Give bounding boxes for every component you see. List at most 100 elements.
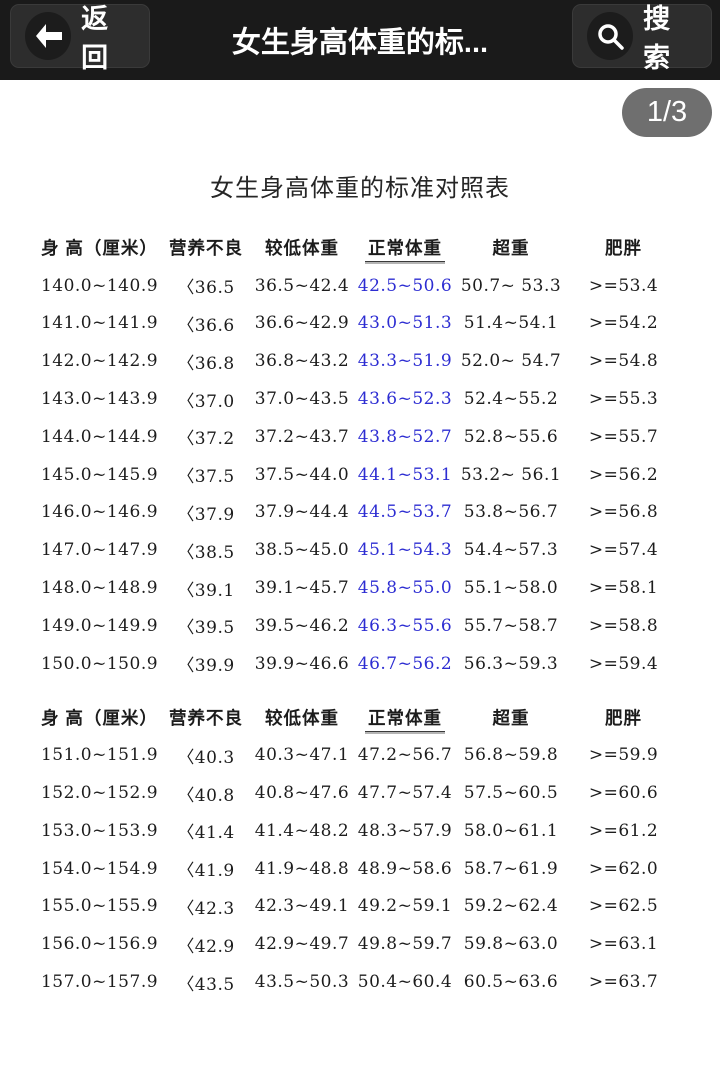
table-cell: 153.0~153.9 [40, 820, 159, 841]
page-title: 女生身高体重的标准对照表 [210, 174, 510, 202]
table-cell: 〈36.6 [177, 315, 235, 336]
table-cell: 36.8~43.2 [254, 351, 350, 372]
table-cell: 43.5~50.3 [254, 972, 350, 993]
table-row: 149.0~149.9 〈39.5 39.5~46.2 46.3~55.6 55.7~5… [40, 607, 684, 645]
table-cell: >=62.0 [588, 858, 659, 879]
table-cell: >=63.7 [588, 972, 659, 993]
table-cell: 59.8~63.0 [463, 934, 559, 955]
table-cell: >=57.4 [588, 540, 659, 561]
table-header-row: 身 高（厘米） 营养不良 较低体重 正常体重 超重 肥胖 [40, 229, 684, 267]
table-cell: 157.0~157.9 [40, 972, 159, 993]
table-cell: 38.5~45.0 [254, 540, 350, 561]
table-cell: 152.0~152.9 [40, 783, 159, 804]
table-cell: 58.7~61.9 [463, 858, 559, 879]
table-cell: 55.7~58.7 [463, 615, 559, 636]
column-header: 身 高（厘米） [41, 238, 158, 259]
table-cell: >=60.6 [588, 783, 659, 804]
table-cell: 151.0~151.9 [40, 745, 159, 766]
table-cell: 144.0~144.9 [40, 426, 159, 447]
table-row: 142.0~142.9 〈36.8 36.8~43.2 43.3~51.9 52.0~ … [40, 342, 684, 380]
table-cell: 39.5~46.2 [254, 615, 350, 636]
table-cell: 36.5~42.4 [254, 275, 350, 296]
table-cell: 59.2~62.4 [463, 896, 559, 917]
top-bar: 返回 女生身高体重的标... 搜索 [0, 0, 720, 80]
table-cell: 〈36.8 [177, 353, 235, 374]
search-button[interactable]: 搜索 [572, 4, 712, 73]
table-cell: >=54.2 [588, 313, 659, 334]
table-cell: 56.8~59.8 [463, 745, 559, 766]
table-cell: 〈39.9 [177, 656, 235, 677]
table-cell: >=58.1 [588, 578, 659, 599]
table-row: 146.0~146.9 〈37.9 37.9~44.4 44.5~53.7 53.8~5… [40, 494, 684, 532]
table-cell: >=56.2 [588, 464, 659, 485]
table-cell: 42.5~50.6 [357, 275, 453, 296]
table-cell: 49.8~59.7 [357, 934, 453, 955]
table-cell: 143.0~143.9 [40, 389, 159, 410]
table-row: 143.0~143.9 〈37.0 37.0~43.5 43.6~52.3 52.4~5… [40, 380, 684, 418]
table-cell: >=62.5 [588, 896, 659, 917]
table-cell: 37.2~43.7 [254, 426, 350, 447]
table-row: 152.0~152.9 〈40.8 40.8~47.6 47.7~57.4 57.5~6… [40, 774, 684, 812]
table-cell: 46.7~56.2 [357, 653, 453, 674]
table-cell: 45.8~55.0 [357, 578, 453, 599]
back-button[interactable]: 返回 [10, 4, 150, 73]
search-icon [587, 12, 634, 60]
table-row: 150.0~150.9 〈39.9 39.9~46.6 46.7~56.2 56.3~5… [40, 645, 684, 683]
table-cell: 50.7~ 53.3 [460, 275, 562, 296]
table-section-lower: 身 高（厘米） 营养不良 较低体重 正常体重 超重 肥胖 151.0~151.9 〈40.3 4… [40, 699, 684, 1001]
table-cell: >=56.8 [588, 502, 659, 523]
table-cell: >=55.3 [588, 389, 659, 410]
table-cell: 56.3~59.3 [463, 653, 559, 674]
table-row: 154.0~154.9 〈41.9 41.9~48.8 48.9~58.6 58.7~6… [40, 850, 684, 888]
table-cell: 40.8~47.6 [254, 783, 350, 804]
table-cell: >=58.8 [588, 615, 659, 636]
table-cell: 49.2~59.1 [357, 896, 453, 917]
table-cell: 41.4~48.2 [254, 820, 350, 841]
height-weight-table: 身 高（厘米） 营养不良 较低体重 正常体重 超重 肥胖 140.0~140.9 〈36.5 3… [40, 229, 684, 1001]
table-row: 157.0~157.9 〈43.5 43.5~50.3 50.4~60.4 60.5~6… [40, 963, 684, 1001]
table-cell: 〈37.2 [177, 429, 235, 450]
table-cell: >=61.2 [588, 820, 659, 841]
table-cell: >=63.1 [588, 934, 659, 955]
table-row: 145.0~145.9 〈37.5 37.5~44.0 44.1~53.1 53.2~ … [40, 456, 684, 494]
table-cell: 53.8~56.7 [463, 502, 559, 523]
table-row: 144.0~144.9 〈37.2 37.2~43.7 43.8~52.7 52.8~5… [40, 418, 684, 456]
table-cell: 〈42.3 [177, 898, 235, 919]
table-cell: 42.3~49.1 [254, 896, 350, 917]
table-cell: 140.0~140.9 [40, 275, 159, 296]
table-cell: 39.1~45.7 [254, 578, 350, 599]
table-cell: 43.0~51.3 [357, 313, 453, 334]
table-row: 153.0~153.9 〈41.4 41.4~48.2 48.3~57.9 58.0~6… [40, 812, 684, 850]
table-cell: 〈42.9 [177, 936, 235, 957]
normal-weight-header-underlined: 正常体重 [365, 707, 445, 732]
table-cell: 37.0~43.5 [254, 389, 350, 410]
table-cell: 45.1~54.3 [357, 540, 453, 561]
table-cell: 148.0~148.9 [40, 578, 159, 599]
table-cell: 57.5~60.5 [463, 783, 559, 804]
table-cell: 52.8~55.6 [463, 426, 559, 447]
table-cell: 142.0~142.9 [40, 351, 159, 372]
table-section-upper: 身 高（厘米） 营养不良 较低体重 正常体重 超重 肥胖 140.0~140.9 〈36.5 3… [40, 229, 684, 683]
table-cell: 150.0~150.9 [40, 653, 159, 674]
table-cell: 155.0~155.9 [40, 896, 159, 917]
table-row: 140.0~140.9 〈36.5 36.5~42.4 42.5~50.6 50.7~ … [40, 267, 684, 305]
table-cell: 52.4~55.2 [463, 389, 559, 410]
table-row: 147.0~147.9 〈38.5 38.5~45.0 45.1~54.3 54.4~5… [40, 531, 684, 569]
table-cell: 154.0~154.9 [40, 858, 159, 879]
table-header-row: 身 高（厘米） 营养不良 较低体重 正常体重 超重 肥胖 [40, 699, 684, 737]
table-cell: 58.0~61.1 [463, 820, 559, 841]
column-header: 正常体重 [351, 235, 459, 263]
column-header: 营养不良 [169, 707, 243, 728]
table-cell: 149.0~149.9 [40, 615, 159, 636]
table-cell: 53.2~ 56.1 [460, 464, 562, 485]
column-header: 较低体重 [265, 707, 339, 728]
table-cell: 60.5~63.6 [463, 972, 559, 993]
column-header: 较低体重 [265, 238, 339, 259]
column-header: 超重 [492, 238, 530, 259]
table-cell: 〈41.4 [177, 823, 235, 844]
table-cell: 147.0~147.9 [40, 540, 159, 561]
table-cell: 146.0~146.9 [40, 502, 159, 523]
table-cell: 48.3~57.9 [357, 820, 453, 841]
table-cell: 〈37.0 [177, 391, 235, 412]
table-cell: 52.0~ 54.7 [460, 351, 562, 372]
